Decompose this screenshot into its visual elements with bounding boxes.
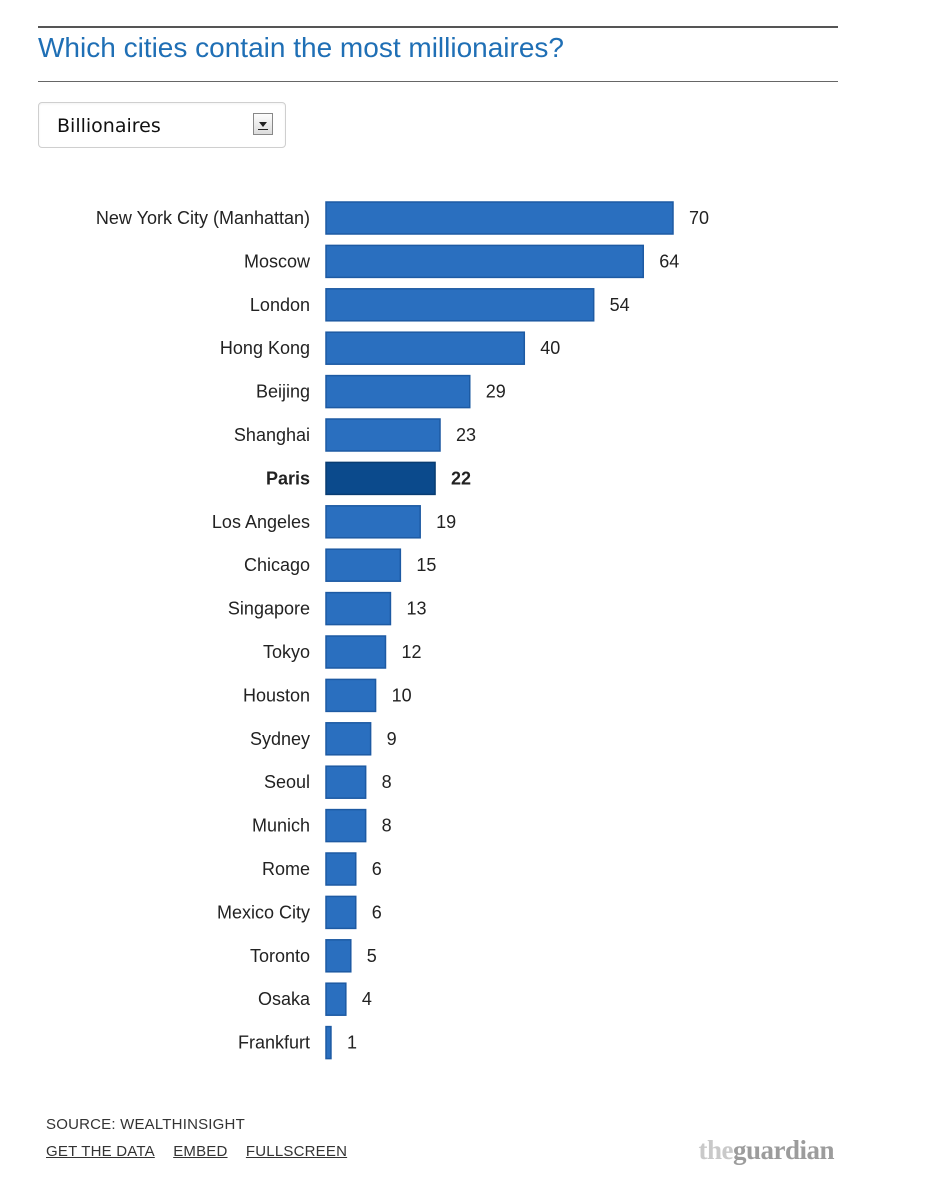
bar[interactable] <box>325 244 645 279</box>
get-the-data-link[interactable]: GET THE DATA <box>46 1143 155 1160</box>
category-label: Paris <box>266 468 310 488</box>
bar[interactable] <box>325 722 372 756</box>
top-rule <box>38 26 838 28</box>
bar[interactable] <box>325 678 377 713</box>
bar[interactable] <box>325 635 387 669</box>
value-label: 4 <box>362 989 372 1009</box>
category-label: Toronto <box>250 946 310 966</box>
bar[interactable] <box>325 201 674 235</box>
source-note: SOURCE: WEALTHINSIGHT <box>46 1116 245 1133</box>
category-label: Frankfurt <box>238 1033 310 1053</box>
category-label: Singapore <box>228 599 310 619</box>
bar[interactable] <box>325 374 471 409</box>
category-label: Osaka <box>258 989 311 1009</box>
chevron-down-icon[interactable] <box>253 113 273 135</box>
bar[interactable] <box>325 591 392 626</box>
value-label: 40 <box>540 338 560 358</box>
title-rule <box>38 81 838 82</box>
page-title: Which cities contain the most millionair… <box>38 32 564 63</box>
value-label: 15 <box>416 555 436 575</box>
value-label: 9 <box>387 729 397 749</box>
category-label: Seoul <box>264 772 310 792</box>
value-label: 13 <box>406 599 426 619</box>
embed-link[interactable]: EMBED <box>173 1143 228 1160</box>
bar[interactable] <box>325 808 367 843</box>
value-label: 6 <box>372 859 382 879</box>
bar[interactable] <box>325 1025 332 1060</box>
bar[interactable] <box>325 895 357 930</box>
category-label: Sydney <box>250 729 310 749</box>
value-label: 22 <box>451 468 471 488</box>
value-label: 5 <box>367 946 377 966</box>
value-label: 10 <box>392 685 412 705</box>
category-label: Los Angeles <box>212 512 310 532</box>
bar[interactable] <box>325 765 367 799</box>
category-label: Houston <box>243 685 310 705</box>
category-label: Rome <box>262 859 310 879</box>
guardian-logo: theguardian <box>698 1135 834 1165</box>
value-label: 70 <box>689 208 709 228</box>
dataset-dropdown[interactable]: Billionaires <box>38 102 286 148</box>
category-label: Hong Kong <box>220 338 310 358</box>
category-label: Munich <box>252 816 310 836</box>
fullscreen-link[interactable]: FULLSCREEN <box>245 1143 348 1160</box>
category-label: Shanghai <box>234 425 310 445</box>
category-label: Beijing <box>256 382 310 402</box>
value-label: 29 <box>486 382 506 402</box>
value-label: 12 <box>401 642 421 662</box>
bar[interactable] <box>325 939 352 973</box>
value-label: 54 <box>610 295 630 315</box>
bar[interactable] <box>325 418 441 452</box>
footer-links: GET THE DATA EMBED FULLSCREEN <box>46 1143 361 1160</box>
bar[interactable] <box>325 505 421 539</box>
category-label: Mexico City <box>217 902 310 922</box>
category-label: Chicago <box>244 555 310 575</box>
bar[interactable] <box>325 331 526 365</box>
value-label: 6 <box>372 902 382 922</box>
value-label: 19 <box>436 512 456 532</box>
bar[interactable] <box>325 288 595 322</box>
category-label: Tokyo <box>263 642 310 662</box>
category-label: London <box>250 295 310 315</box>
value-label: 8 <box>382 772 392 792</box>
value-label: 23 <box>456 425 476 445</box>
bar[interactable] <box>325 852 357 886</box>
bar[interactable] <box>325 982 347 1016</box>
bar[interactable] <box>325 548 402 582</box>
category-label: Moscow <box>244 251 311 271</box>
bar[interactable] <box>325 461 436 496</box>
dropdown-selected-value: Billionaires <box>57 115 161 137</box>
value-label: 64 <box>659 251 679 271</box>
value-label: 8 <box>382 816 392 836</box>
value-label: 1 <box>347 1033 357 1053</box>
category-label: New York City (Manhattan) <box>96 208 310 228</box>
